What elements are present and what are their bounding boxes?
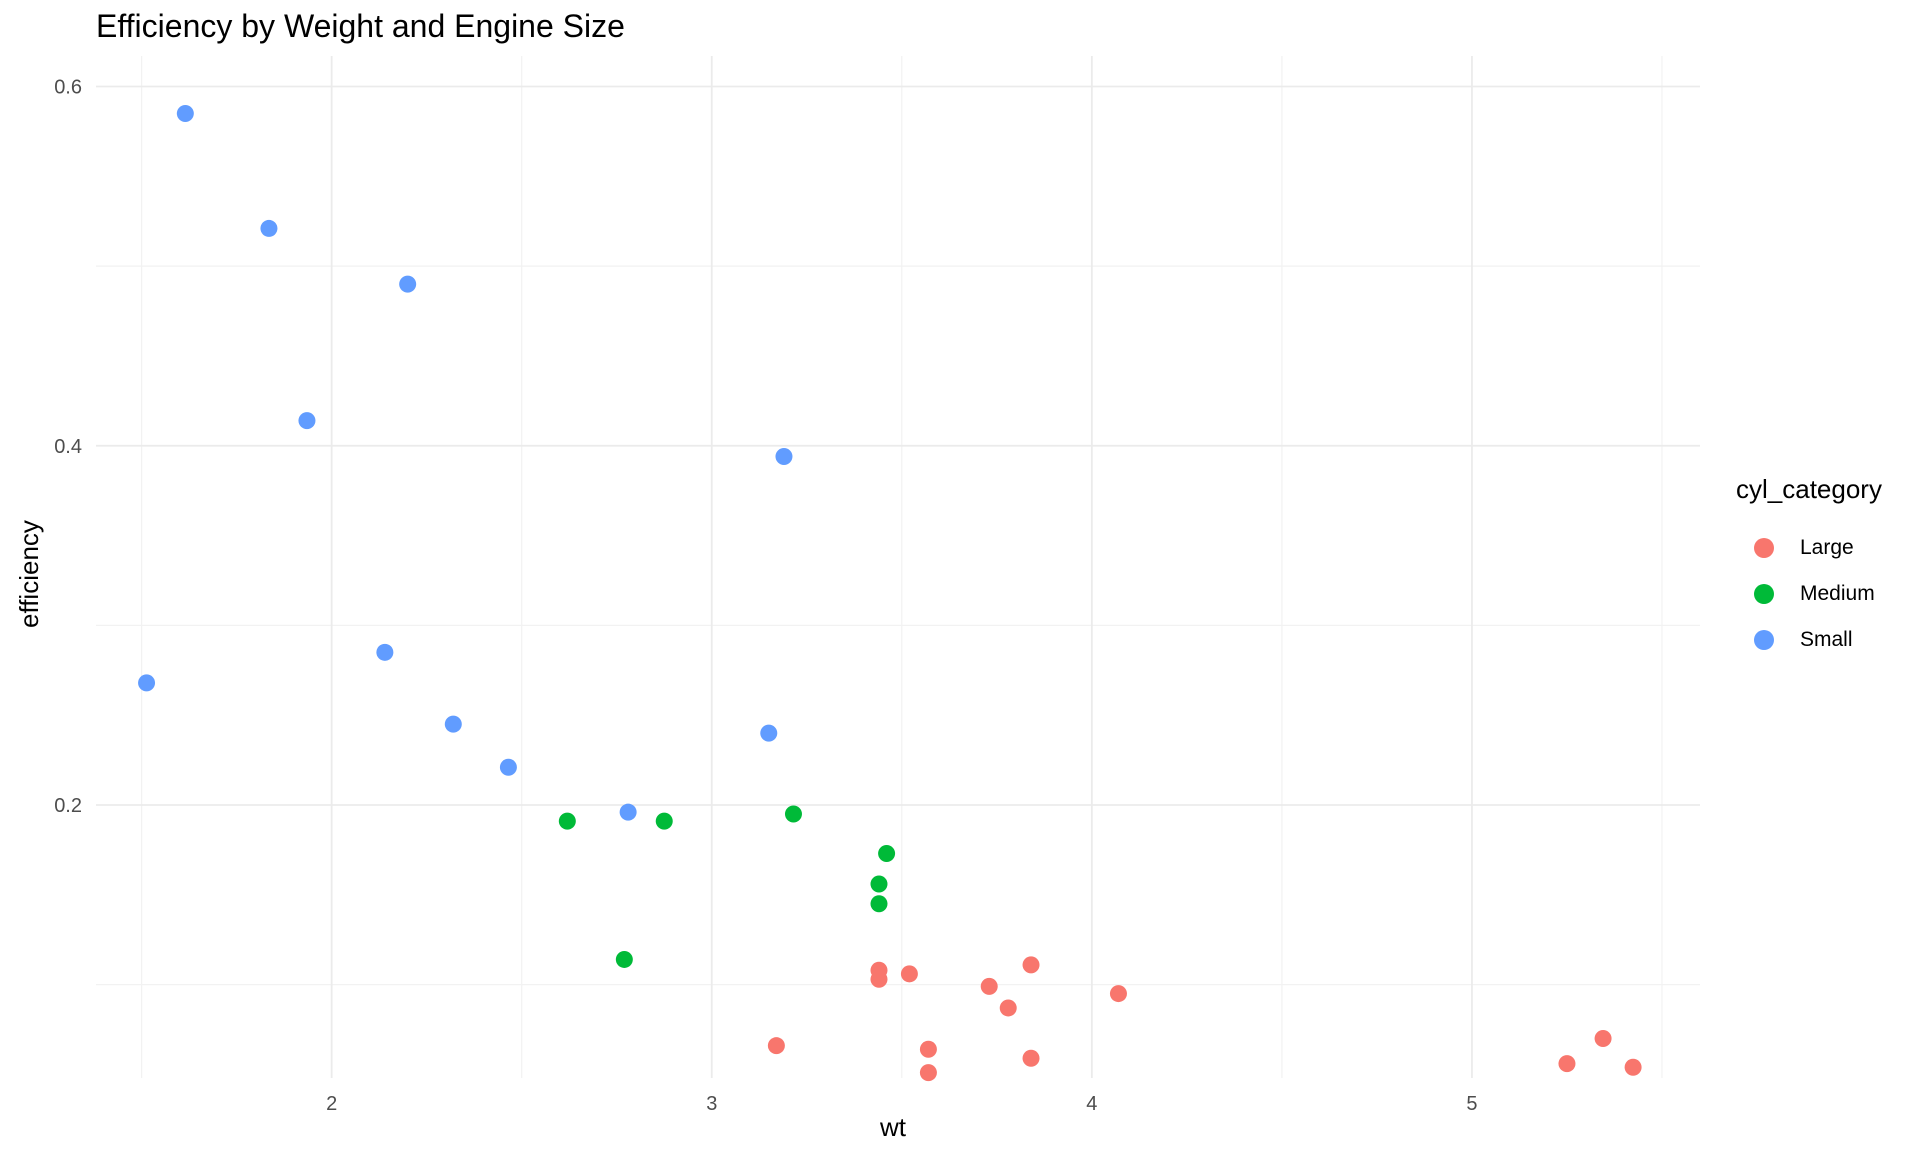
point-large xyxy=(1594,1029,1612,1047)
point-small xyxy=(399,275,417,293)
x-tick-label: 2 xyxy=(326,1093,337,1115)
point-large xyxy=(980,977,998,995)
point-large xyxy=(919,1064,937,1082)
chart-title: Efficiency by Weight and Engine Size xyxy=(96,8,625,44)
point-large xyxy=(1624,1058,1642,1076)
point-small xyxy=(760,724,778,742)
point-small xyxy=(138,674,156,692)
point-large xyxy=(870,970,888,988)
point-large xyxy=(1558,1055,1576,1073)
major-gridlines xyxy=(96,56,1700,1078)
legend-title: cyl_category xyxy=(1736,474,1882,504)
x-tick-labels: 2 3 4 5 xyxy=(326,1093,1477,1115)
point-medium xyxy=(655,812,673,830)
legend-key-small xyxy=(1754,630,1774,650)
point-medium xyxy=(878,844,896,862)
point-medium xyxy=(784,805,802,823)
data-points xyxy=(138,104,1642,1082)
y-tick-labels: 0.2 0.4 0.6 xyxy=(54,77,82,817)
y-axis-title: efficiency xyxy=(14,520,44,628)
legend-key-large xyxy=(1754,538,1774,558)
point-large xyxy=(1109,985,1127,1003)
panel-background xyxy=(96,56,1700,1078)
legend-label-small: Small xyxy=(1800,628,1853,651)
legend-item-large: Large xyxy=(1736,525,1882,571)
legend-label-medium: Medium xyxy=(1800,582,1875,605)
point-medium xyxy=(870,895,888,913)
point-large xyxy=(900,965,918,983)
point-small xyxy=(376,643,394,661)
point-large xyxy=(1022,956,1040,974)
point-medium xyxy=(615,950,633,968)
minor-gridlines xyxy=(96,56,1700,1078)
y-tick-label: 0.6 xyxy=(54,77,82,99)
point-large xyxy=(1022,1049,1040,1067)
point-large xyxy=(919,1040,937,1058)
x-tick-label: 5 xyxy=(1466,1093,1477,1115)
point-small xyxy=(499,758,517,776)
legend-key-medium xyxy=(1754,584,1774,604)
x-tick-label: 4 xyxy=(1086,1093,1097,1115)
point-medium xyxy=(558,812,576,830)
point-small xyxy=(298,412,316,430)
point-small xyxy=(775,448,793,466)
point-small xyxy=(619,803,637,821)
point-small xyxy=(176,104,194,122)
x-axis-title: wt xyxy=(880,1112,906,1142)
y-tick-label: 0.4 xyxy=(54,436,82,458)
point-large xyxy=(767,1037,785,1055)
legend-item-small: Small xyxy=(1736,617,1882,663)
point-small xyxy=(444,715,462,733)
y-tick-label: 0.2 xyxy=(54,795,82,817)
legend: cyl_category Large Medium Small xyxy=(1736,474,1882,663)
point-medium xyxy=(870,875,888,893)
legend-label-large: Large xyxy=(1800,536,1854,559)
x-tick-label: 3 xyxy=(706,1093,717,1115)
point-small xyxy=(260,219,278,237)
point-large xyxy=(999,999,1017,1017)
legend-item-medium: Medium xyxy=(1736,571,1882,617)
